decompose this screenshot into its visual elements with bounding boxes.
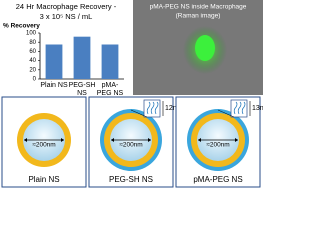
y-tick-label: 80: [29, 40, 36, 46]
chains: [146, 101, 159, 115]
inset-pointer: [217, 109, 235, 118]
figure: 24 Hr Macrophage Recovery - 3 x 10⁵ NS /…: [1, 0, 263, 188]
panel-label: pMA-PEG NS: [193, 175, 242, 184]
coating-label: 12nm: [165, 105, 183, 112]
raman-image: pMA-PEG NS inside Macrophage (Raman imag…: [133, 0, 263, 95]
bar: [101, 44, 119, 79]
x-tick-label: Plain NS: [40, 82, 68, 89]
panel-label: Plain NS: [28, 175, 59, 184]
panel-label: PEG-SH NS: [109, 175, 153, 184]
inset-pointer: [130, 109, 148, 118]
x-tick-label: PEG-SH NS: [68, 82, 96, 97]
bar: [73, 36, 91, 79]
image-caption: pMA-PEG NS inside Macrophage: [150, 4, 247, 11]
chart: 24 Hr Macrophage Recovery - 3 x 10⁵ NS /…: [1, 0, 263, 188]
y-tick-label: 60: [29, 49, 36, 55]
y-tick-label: 0: [33, 77, 37, 83]
y-tick-label: 100: [26, 31, 37, 37]
chart-subtitle: 3 x 10⁵ NS / mL: [40, 12, 93, 21]
y-tick-label: 20: [29, 67, 36, 73]
coating-label: 13nm: [252, 105, 263, 112]
x-tick-label: pMA-PEG NS: [96, 82, 124, 97]
chart-title: 24 Hr Macrophage Recovery -: [16, 2, 117, 11]
size-label: ≈200nm: [119, 142, 142, 149]
chains: [233, 101, 246, 115]
size-label: ≈200nm: [32, 142, 55, 149]
y-tick-label: 40: [29, 58, 36, 64]
bar: [45, 44, 63, 79]
panels: ≈200nm Plain NS ≈200nm PEG-SH NS 12nm ≈200nm p…: [1, 96, 263, 188]
size-label: ≈200nm: [206, 142, 229, 149]
image-note: (Raman image): [176, 13, 221, 20]
y-axis-label: % Recovery: [3, 23, 40, 30]
green-core: [195, 35, 215, 61]
